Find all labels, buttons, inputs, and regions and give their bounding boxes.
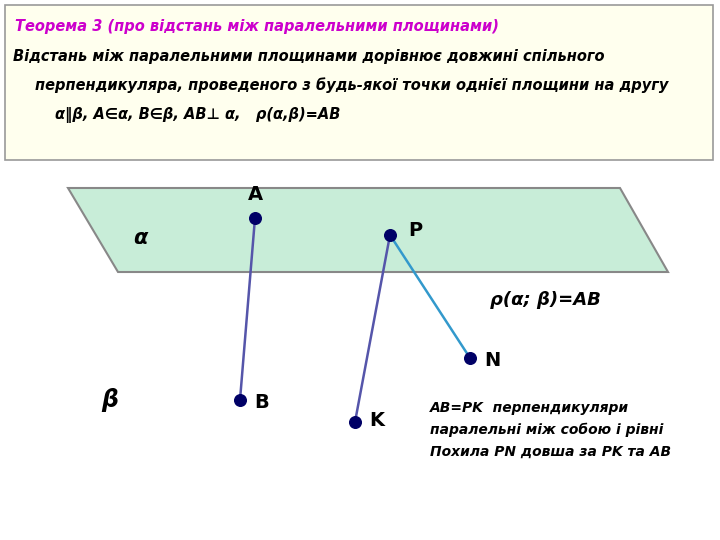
Point	[384, 231, 396, 239]
Text: Теорема 3 (про відстань між паралельними площинами): Теорема 3 (про відстань між паралельними…	[15, 19, 499, 35]
Point	[349, 417, 361, 426]
Text: ρ(α; β)=AB: ρ(α; β)=AB	[490, 291, 601, 309]
Text: AB=PK  перпендикуляри: AB=PK перпендикуляри	[430, 401, 629, 415]
Point	[249, 214, 261, 222]
Text: K: K	[369, 410, 384, 429]
Polygon shape	[68, 188, 668, 272]
Point	[234, 396, 246, 404]
Text: β: β	[102, 388, 118, 412]
Text: A: A	[248, 185, 263, 204]
Point	[464, 354, 476, 362]
Text: P: P	[408, 220, 422, 240]
FancyBboxPatch shape	[5, 5, 713, 160]
Text: паралельні між собою і рівні: паралельні між собою і рівні	[430, 423, 663, 437]
Text: перпендикуляра, проведеного з будь-якої точки однієї площини на другу: перпендикуляра, проведеного з будь-якої …	[35, 77, 668, 93]
Text: B: B	[254, 393, 269, 411]
Text: Похила PN довша за PK та AB: Похила PN довша за PK та AB	[430, 445, 671, 459]
Text: α: α	[132, 228, 147, 248]
Text: α‖β, A∈α, B∈β, AB⊥ α,   ρ(α,β)=AB: α‖β, A∈α, B∈β, AB⊥ α, ρ(α,β)=AB	[55, 107, 341, 123]
Text: N: N	[484, 350, 500, 369]
Text: Відстань між паралельними площинами дорівнює довжині спільного: Відстань між паралельними площинами дорі…	[13, 50, 605, 64]
